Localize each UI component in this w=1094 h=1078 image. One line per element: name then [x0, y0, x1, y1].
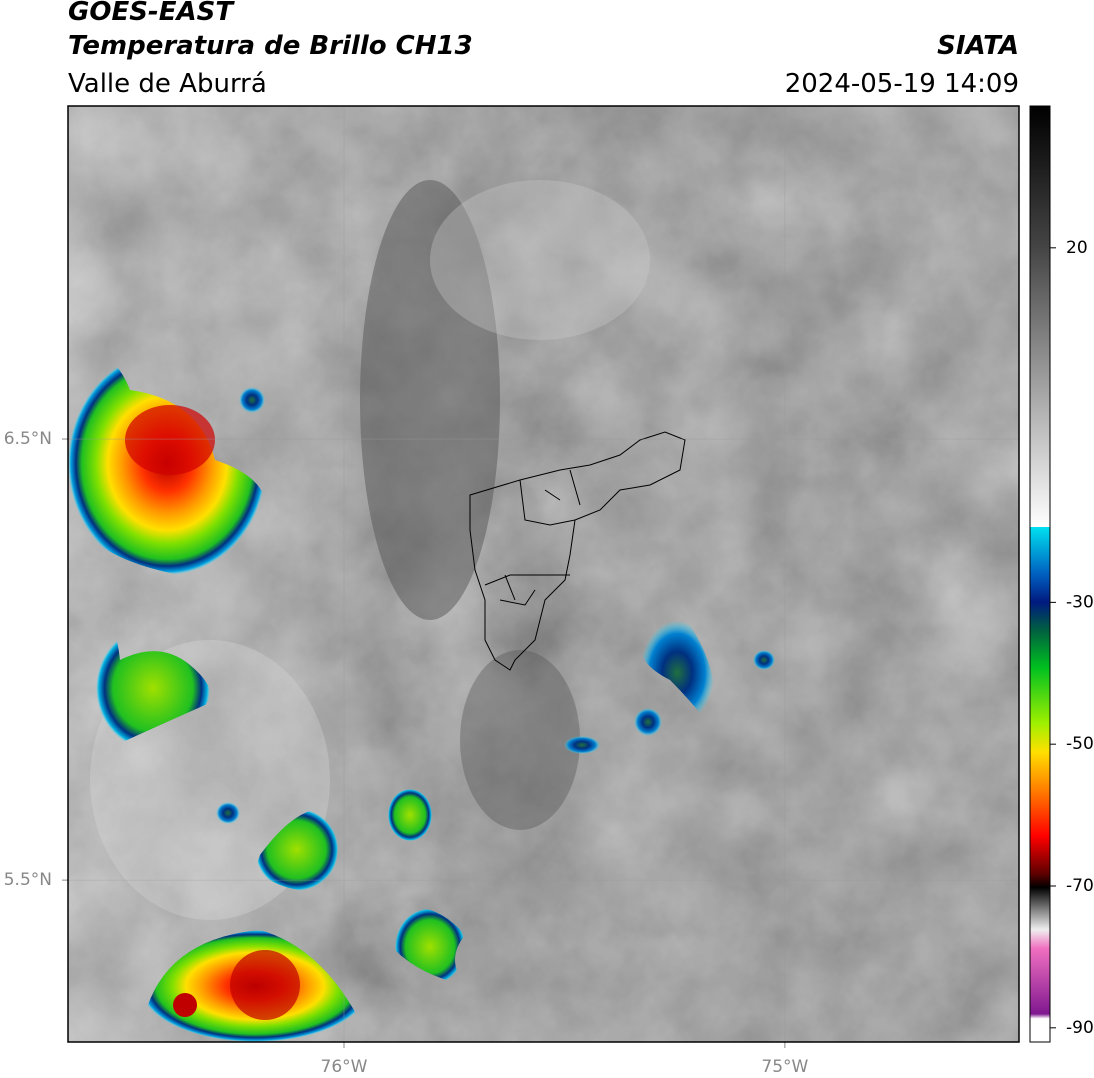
colorbar-tick-label: -50 — [1066, 734, 1094, 754]
lat-tick-label: 6.5°N — [4, 429, 52, 449]
colorbar — [1029, 105, 1051, 1043]
colorbar-tick-label: -30 — [1066, 592, 1094, 612]
satellite-image — [68, 106, 1019, 1042]
lon-tick-label: 76°W — [321, 1057, 368, 1077]
subtitle: Temperatura de Brillo CH13 — [68, 31, 473, 61]
colorbar-ticks: 20 -30 -50 -70 -90 — [1050, 238, 1094, 1038]
region: Valle de Aburrá — [68, 69, 267, 99]
datetime: 2024-05-19 14:09 — [785, 69, 1019, 99]
lat-tick-label: 5.5°N — [4, 870, 52, 890]
colorbar-tick-label: 20 — [1066, 238, 1088, 258]
title: GOES-EAST — [68, 0, 235, 27]
graticule: 76°W 75°W 6.5°N 5.5°N — [4, 106, 1019, 1077]
colorbar-tick-label: -70 — [1066, 876, 1094, 896]
map-frame — [67, 105, 1020, 1043]
colorbar-tick-label: -90 — [1066, 1018, 1094, 1038]
lon-tick-label: 75°W — [761, 1057, 808, 1077]
source: SIATA — [937, 31, 1019, 61]
